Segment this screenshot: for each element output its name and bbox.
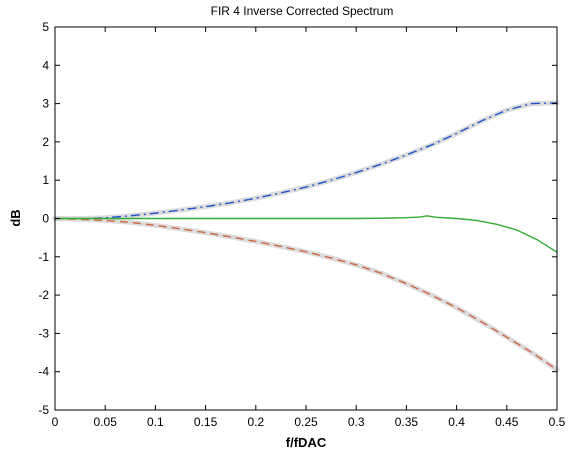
chart-title: FIR 4 Inverse Corrected Spectrum bbox=[211, 4, 394, 18]
series-0-line bbox=[55, 102, 558, 220]
series-1-line bbox=[54, 217, 558, 371]
y-axis-label: dB bbox=[8, 209, 23, 226]
x-tick-label: 0.4 bbox=[448, 415, 465, 429]
y-tick-label: -3 bbox=[38, 326, 49, 340]
x-tick-label: 0.2 bbox=[247, 415, 264, 429]
ticks-layer: 0 0.05 0.1 0.15 0.2 0.25 0.3 0.35 0.4 0.45 0.5 5 4 3 2… bbox=[38, 20, 565, 429]
y-tick-label: 2 bbox=[42, 135, 49, 149]
series-layer bbox=[52, 100, 560, 373]
y-tick-label: 5 bbox=[42, 20, 49, 34]
x-tick-label: 0 bbox=[52, 415, 59, 429]
x-tick-label: 0.3 bbox=[348, 415, 365, 429]
x-tick-label: 0.05 bbox=[94, 415, 118, 429]
y-tick-label: 4 bbox=[42, 58, 49, 72]
y-tick-label: -4 bbox=[38, 365, 49, 379]
series-1-halo bbox=[52, 216, 560, 373]
x-axis-label: f/fDAC bbox=[286, 435, 327, 450]
y-tick-label: 0 bbox=[42, 212, 49, 226]
y-tick-label: -5 bbox=[38, 403, 49, 417]
x-tick-label: 0.45 bbox=[495, 415, 519, 429]
y-tick-label: -1 bbox=[38, 250, 49, 264]
x-tick-label: 0.15 bbox=[194, 415, 218, 429]
x-tick-label: 0.1 bbox=[147, 415, 164, 429]
y-tick-label: 1 bbox=[42, 173, 49, 187]
y-tick-label: -2 bbox=[38, 288, 49, 302]
x-tick-label: 0.25 bbox=[294, 415, 318, 429]
x-tick-label: 0.35 bbox=[395, 415, 419, 429]
x-tick-label: 0.5 bbox=[549, 415, 566, 429]
series-2-line bbox=[55, 215, 558, 253]
y-tick-label: 3 bbox=[42, 97, 49, 111]
